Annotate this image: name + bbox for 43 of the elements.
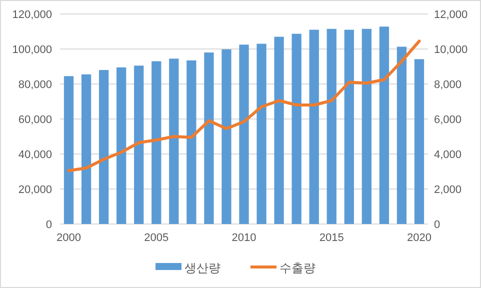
x-tick-label: 2010 bbox=[232, 232, 256, 244]
bar bbox=[222, 49, 232, 224]
y2-tick-label: 10,000 bbox=[434, 44, 468, 56]
bar bbox=[169, 58, 179, 224]
bar bbox=[239, 44, 249, 224]
y-tick-label: 100,000 bbox=[12, 44, 52, 56]
y-tick-label: 80,000 bbox=[18, 79, 52, 91]
bar bbox=[81, 74, 92, 224]
bar bbox=[292, 34, 302, 224]
y-tick-label: 0 bbox=[46, 219, 52, 231]
bar bbox=[396, 46, 407, 224]
bar bbox=[64, 76, 74, 224]
x-tick-label: 2020 bbox=[406, 232, 432, 244]
legend-label: 생산량 bbox=[184, 261, 220, 275]
x-tick-label: 2015 bbox=[319, 232, 344, 244]
legend-label: 수출량 bbox=[280, 261, 316, 275]
y2-tick-label: 12,000 bbox=[434, 9, 468, 21]
y-tick-label: 40,000 bbox=[18, 149, 52, 161]
line-series bbox=[67, 40, 421, 172]
y2-tick-label: 8,000 bbox=[434, 79, 462, 91]
y2-tick-label: 2,000 bbox=[434, 184, 462, 196]
bar bbox=[204, 52, 214, 224]
x-tick-label: 2000 bbox=[56, 232, 82, 244]
bar bbox=[362, 28, 372, 224]
bar bbox=[414, 59, 424, 224]
bar bbox=[379, 26, 390, 224]
bar bbox=[274, 36, 284, 224]
y2-tick-label: 4,000 bbox=[434, 149, 462, 161]
bar bbox=[134, 66, 144, 224]
bar bbox=[152, 61, 162, 224]
y2-tick-label: 6,000 bbox=[434, 114, 462, 126]
bar bbox=[186, 60, 196, 224]
y-tick-label: 20,000 bbox=[18, 184, 52, 196]
y-tick-label: 60,000 bbox=[18, 114, 52, 126]
bar bbox=[344, 30, 354, 224]
x-tick-label: 2005 bbox=[144, 232, 169, 244]
y-tick-label: 120,000 bbox=[12, 9, 52, 21]
bar bbox=[326, 28, 336, 224]
bar bbox=[309, 30, 319, 224]
bar bbox=[256, 44, 266, 224]
y2-tick-label: 0 bbox=[434, 219, 440, 231]
bar bbox=[98, 70, 109, 224]
bar bbox=[116, 67, 126, 224]
